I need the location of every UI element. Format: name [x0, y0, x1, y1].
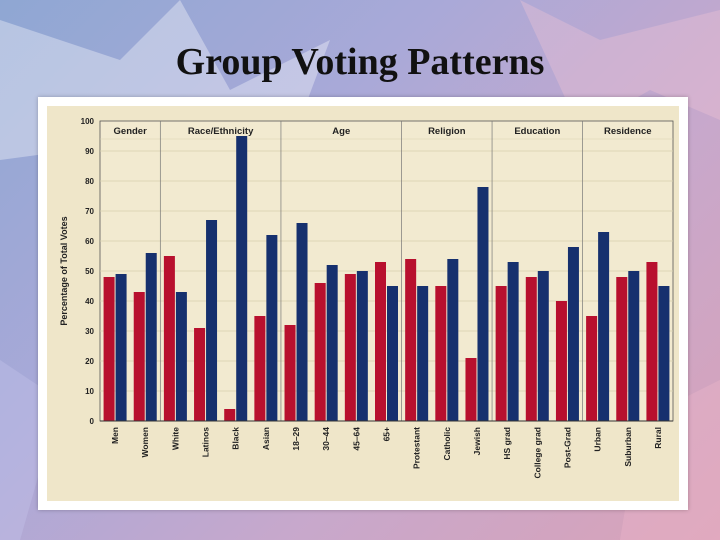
bar-college-grad-red: [525, 277, 537, 421]
bar-women-red: [133, 292, 145, 421]
bar-65--red: [375, 262, 386, 421]
bar-protestant-red: [405, 259, 417, 421]
bar-30-44-red: [314, 283, 326, 421]
y-tick-label: 40: [85, 297, 94, 306]
bar-45-64-red: [344, 274, 356, 421]
y-tick-label: 100: [81, 117, 95, 126]
x-tick-label: Black: [231, 427, 241, 450]
x-tick-label: Jewish: [472, 427, 482, 455]
bar-black-red: [224, 409, 236, 421]
x-tick-label: Urban: [593, 427, 603, 452]
bar-hs-grad-red: [495, 286, 507, 421]
bar-post-grad-blue: [567, 247, 579, 421]
grouped-bar-chart: 0 10 20 30 40 50 60 70 80 90 100 Percentage of Tota…: [59, 117, 674, 478]
bar-catholic-blue: [447, 259, 459, 421]
chart-panel: 0 10 20 30 40 50 60 70 80 90 100 Percentage of Tota…: [47, 106, 679, 501]
bar-urban-red: [586, 316, 598, 421]
bar-black-blue: [236, 136, 248, 421]
x-tick-label: Men: [110, 427, 120, 444]
y-axis-label: Percentage of Total Votes: [59, 216, 69, 325]
y-tick-label: 10: [85, 387, 94, 396]
y-tick-label: 80: [85, 177, 94, 186]
group-label-age: Age: [332, 126, 350, 137]
bar-catholic-red: [435, 286, 447, 421]
x-tick-label: Asian: [261, 427, 271, 450]
slide-title: Group Voting Patterns: [175, 41, 545, 83]
y-tick-label: 20: [85, 357, 94, 366]
y-tick-label: 60: [85, 237, 94, 246]
x-tick-label: College grad: [532, 427, 542, 478]
chart-frame: 0 10 20 30 40 50 60 70 80 90 100 Percentage of Tota…: [38, 97, 688, 510]
bar-suburban-red: [616, 277, 628, 421]
bar-latinos-red: [194, 328, 206, 421]
group-label-education: Education: [514, 126, 560, 137]
group-label-residence: Residence: [604, 126, 652, 137]
bar-18-29-blue: [296, 223, 308, 421]
x-tick-label: HS grad: [502, 427, 512, 460]
x-tick-label: Suburban: [623, 427, 633, 467]
x-tick-label: Latinos: [201, 427, 211, 457]
y-tick-label: 0: [90, 417, 95, 426]
x-tick-label: Protestant: [412, 427, 422, 469]
bar-college-grad-blue: [537, 271, 549, 421]
bar-protestant-blue: [417, 286, 429, 421]
bar-urban-blue: [598, 232, 610, 421]
bar-post-grad-red: [555, 301, 567, 421]
x-tick-label: 65+: [382, 427, 392, 441]
group-label-gender: Gender: [114, 126, 148, 137]
bar-hs-grad-blue: [507, 262, 519, 421]
bar-latinos-blue: [206, 220, 218, 421]
bar-white-red: [163, 256, 175, 421]
bar-65--blue: [387, 286, 398, 421]
bar-45-64-blue: [356, 271, 368, 421]
y-tick-label: 30: [85, 327, 94, 336]
y-tick-label: 50: [85, 267, 94, 276]
bar-30-44-blue: [326, 265, 338, 421]
x-tick-label: Catholic: [442, 427, 452, 461]
x-tick-label: White: [170, 427, 180, 450]
bar-asian-red: [254, 316, 266, 421]
bar-jewish-blue: [477, 187, 489, 421]
y-tick-label: 70: [85, 207, 94, 216]
x-tick-label: 18–29: [291, 427, 301, 451]
x-tick-label: Post-Grad: [562, 427, 572, 468]
bar-18-29-red: [284, 325, 296, 421]
bar-asian-blue: [266, 235, 278, 421]
bar-men-red: [103, 277, 115, 421]
bar-jewish-red: [465, 358, 477, 421]
bar-men-blue: [115, 274, 127, 421]
x-tick-label: Rural: [653, 427, 663, 449]
bar-rural-blue: [658, 286, 670, 421]
bar-white-blue: [175, 292, 187, 421]
bar-women-blue: [145, 253, 157, 421]
group-label-religion: Religion: [428, 126, 466, 137]
bar-suburban-blue: [628, 271, 640, 421]
group-label-race-ethnicity: Race/Ethnicity: [188, 126, 254, 137]
y-tick-label: 90: [85, 147, 94, 156]
x-tick-label: 30–44: [321, 427, 331, 451]
x-tick-label: Women: [140, 427, 150, 458]
bar-rural-red: [646, 262, 658, 421]
x-tick-label: 45–64: [351, 427, 361, 451]
